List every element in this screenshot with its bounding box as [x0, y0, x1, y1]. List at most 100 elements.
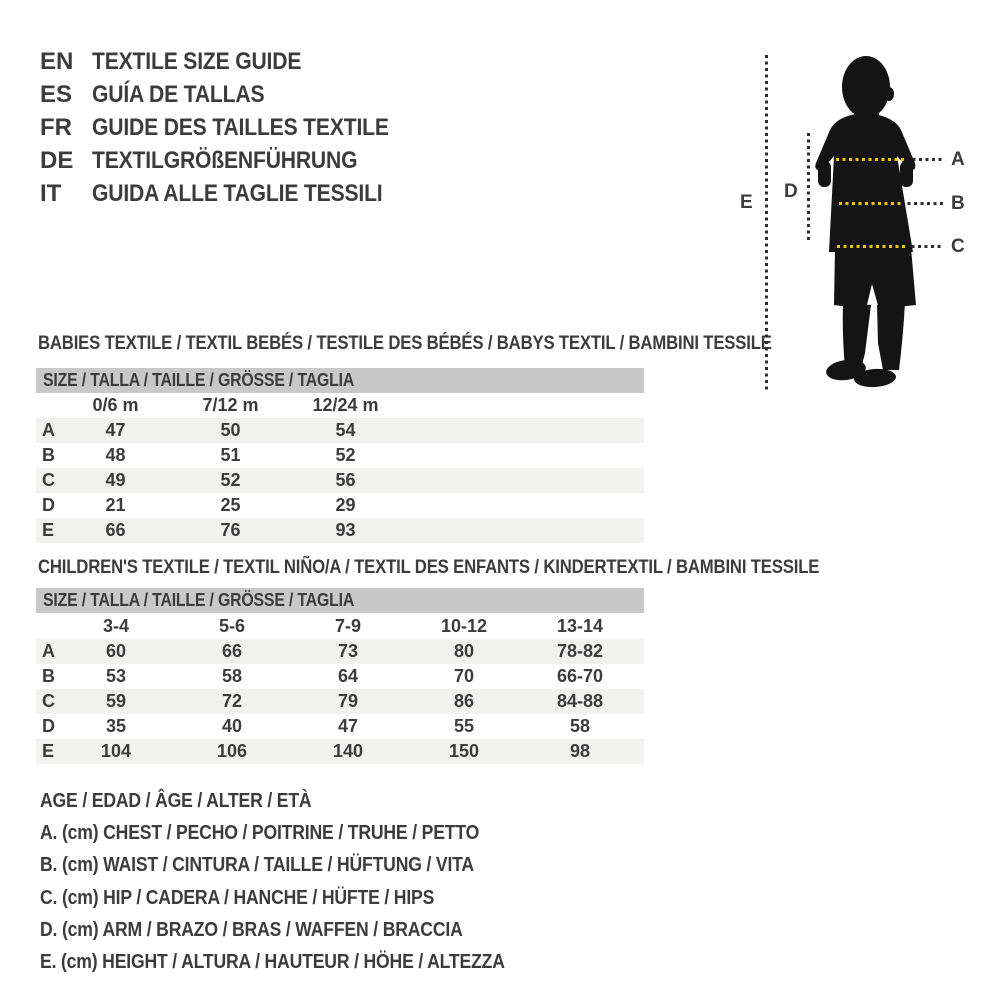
language-title-block: EN TEXTILE SIZE GUIDE ES GUÍA DE TALLAS …	[40, 45, 429, 210]
title-row-it: IT GUIDA ALLE TAGLIE TESSILI	[40, 177, 429, 210]
title-row-es: ES GUÍA DE TALLAS	[40, 78, 429, 111]
lang-code: ES	[40, 81, 73, 108]
row-label: B	[42, 666, 55, 686]
babies-row-E: E 66 76 93	[36, 518, 644, 543]
value-cell: 66-70	[556, 666, 604, 686]
title-text: TEXTILE SIZE GUIDE	[92, 48, 302, 75]
label-D: D	[784, 181, 798, 202]
value-cell: 76	[220, 520, 241, 540]
column-header: 13-14	[556, 616, 604, 636]
row-label: E	[42, 741, 55, 761]
title-text: GUIDA ALLE TAGLIE TESSILI	[92, 180, 383, 207]
label-B: B	[951, 193, 965, 214]
value-cell: 60	[105, 641, 127, 661]
value-cell: 70	[453, 666, 475, 686]
children-row-A: A 60 66 73 80 78-82	[36, 639, 644, 664]
row-label: D	[42, 716, 55, 736]
column-header: 0/6 m	[92, 395, 139, 415]
row-label: B	[42, 445, 55, 465]
value-cell: 73	[337, 641, 359, 661]
babies-table-title: BABIES TEXTILE / TEXTIL BEBÉS / TESTILE …	[38, 333, 772, 354]
value-cell: 84-88	[556, 691, 604, 711]
value-cell: 48	[105, 445, 126, 465]
value-cell: 86	[453, 691, 475, 711]
value-cell: 53	[105, 666, 127, 686]
title-row-de: DE TEXTILGRÖßENFÜHRUNG	[40, 144, 429, 177]
legend-height: E. (cm) HEIGHT / ALTURA / HAUTEUR / HÖHE…	[40, 951, 505, 973]
value-cell: 56	[335, 470, 356, 490]
babies-row-D: D 21 25 29	[36, 493, 644, 518]
column-header: 10-12	[440, 616, 488, 636]
title-row-en: EN TEXTILE SIZE GUIDE	[40, 45, 429, 78]
babies-column-header-row: 0/6 m 7/12 m 12/24 m	[36, 393, 644, 418]
value-cell: 21	[105, 495, 126, 515]
children-row-D: D 35 40 47 55 58	[36, 714, 644, 739]
lang-code: DE	[40, 147, 74, 174]
value-cell: 40	[221, 716, 243, 736]
chest-measure-line-A	[836, 158, 906, 161]
value-cell: 66	[105, 520, 126, 540]
hip-leader-line-C	[905, 245, 943, 248]
row-label: C	[42, 691, 55, 711]
row-label: A	[42, 420, 55, 440]
babies-row-A: A 47 50 54	[36, 418, 644, 443]
row-label: E	[42, 520, 55, 540]
lang-code: FR	[40, 114, 72, 141]
value-cell: 35	[105, 716, 127, 736]
babies-row-C: C 49 52 56	[36, 468, 644, 493]
title-text: TEXTILGRÖßENFÜHRUNG	[92, 147, 358, 174]
title-text: GUÍA DE TALLAS	[92, 81, 265, 108]
label-A: A	[951, 149, 965, 170]
label-E: E	[740, 192, 753, 213]
value-cell: 54	[335, 420, 356, 440]
legend-chest: A. (cm) CHEST / PECHO / POITRINE / TRUHE…	[40, 822, 480, 844]
value-cell: 52	[335, 445, 356, 465]
value-cell: 52	[220, 470, 241, 490]
value-cell: 29	[335, 495, 356, 515]
label-C: C	[951, 236, 965, 257]
value-cell: 47	[337, 716, 359, 736]
title-row-fr: FR GUIDE DES TAILLES TEXTILE	[40, 111, 429, 144]
child-silhouette	[815, 56, 916, 388]
value-cell: 150	[448, 741, 480, 761]
value-cell: 49	[105, 470, 126, 490]
children-size-header-bar: SIZE / TALLA / TAILLE / GRÖSSE / TAGLIA	[36, 588, 644, 613]
value-cell: 47	[105, 420, 126, 440]
legend-arm: D. (cm) ARM / BRAZO / BRAS / WAFFEN / BR…	[40, 919, 463, 941]
babies-row-B: B 48 51 52	[36, 443, 644, 468]
column-header: 3-4	[102, 616, 129, 636]
value-cell: 106	[216, 741, 248, 761]
value-cell: 59	[105, 691, 127, 711]
arm-measure-line-D	[807, 133, 810, 243]
legend-age: AGE / EDAD / ÂGE / ALTER / ETÀ	[40, 790, 312, 812]
title-text: GUIDE DES TAILLES TEXTILE	[92, 114, 389, 141]
children-column-header-row: 3-4 5-6 7-9 10-12 13-14	[36, 613, 644, 639]
value-cell: 78-82	[556, 641, 604, 661]
height-measure-line-E	[765, 55, 768, 392]
children-row-E: E 104 106 140 150 98	[36, 739, 644, 764]
waist-measure-line-B	[839, 202, 901, 205]
children-table-title: CHILDREN'S TEXTILE / TEXTIL NIÑO/A / TEX…	[38, 557, 820, 578]
value-cell: 104	[100, 741, 132, 761]
value-cell: 66	[221, 641, 243, 661]
value-cell: 51	[220, 445, 241, 465]
children-row-C: C 59 72 79 86 84-88	[36, 689, 644, 714]
legend-waist: B. (cm) WAIST / CINTURA / TAILLE / HÜFTU…	[40, 854, 474, 876]
babies-size-header-bar: SIZE / TALLA / TAILLE / GRÖSSE / TAGLIA	[36, 368, 644, 393]
hip-measure-line-C	[837, 245, 905, 248]
value-cell: 50	[220, 420, 241, 440]
value-cell: 93	[335, 520, 356, 540]
waist-leader-line-B	[901, 202, 943, 205]
value-cell: 25	[220, 495, 241, 515]
children-row-B: B 53 58 64 70 66-70	[36, 664, 644, 689]
column-header: 12/24 m	[312, 395, 379, 415]
value-cell: 58	[569, 716, 591, 736]
chest-leader-line-A	[906, 158, 944, 161]
row-label: D	[42, 495, 55, 515]
column-header: 7-9	[334, 616, 361, 636]
value-cell: 64	[337, 666, 359, 686]
value-cell: 79	[337, 691, 359, 711]
legend-hip: C. (cm) HIP / CADERA / HANCHE / HÜFTE / …	[40, 887, 435, 909]
column-header: 7/12 m	[202, 395, 259, 415]
